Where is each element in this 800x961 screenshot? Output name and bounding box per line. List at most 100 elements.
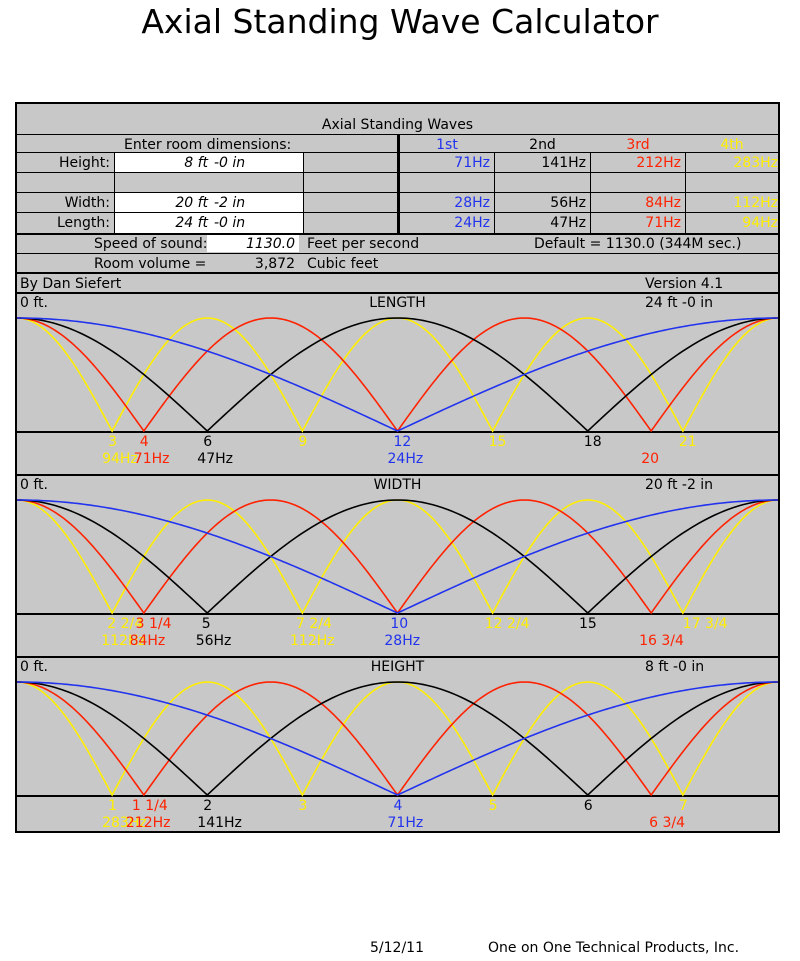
node-position-label: 4 <box>393 798 403 814</box>
node-frequency-label: 141Hz <box>197 815 242 831</box>
width-label: Width: <box>64 195 110 211</box>
volume-label: Room volume = <box>94 256 207 272</box>
header-2nd: 2nd <box>529 137 556 153</box>
panel-title: HEIGHT <box>370 659 425 675</box>
length-in-input[interactable]: -0 in <box>214 215 246 231</box>
node-frequency-label: 212Hz <box>125 815 171 831</box>
footer-company: One on One Technical Products, Inc. <box>488 940 740 956</box>
width-ft-input[interactable]: 20 ft <box>175 195 208 211</box>
panel-divider <box>17 292 778 294</box>
version: Version 4.1 <box>645 276 724 292</box>
height-freq-2: 141Hz <box>541 155 586 171</box>
speed-label: Speed of sound: <box>94 236 208 252</box>
node-frequency-label: 28Hz <box>384 633 421 649</box>
panel-divider <box>17 656 778 658</box>
node-frequency-label: 112Hz <box>290 633 335 649</box>
header-4th: 4th <box>720 137 744 153</box>
node-position-label: 21 <box>678 434 697 450</box>
speed-unit: Feet per second <box>307 236 420 252</box>
node-frequency-label: 16 3/4 <box>639 633 684 649</box>
node-position-label: 18 <box>583 434 602 450</box>
header-1st: 1st <box>436 137 458 153</box>
length-ft-input[interactable]: 24 ft <box>175 215 208 231</box>
enter-dimensions-label: Enter room dimensions: <box>124 137 292 153</box>
node-position-label: 2 <box>203 798 213 814</box>
speed-input[interactable]: 1130.0 <box>246 236 295 252</box>
panel-title: WIDTH <box>373 477 422 493</box>
node-position-label: 3 1/4 <box>135 616 172 632</box>
node-frequency-label: 94Hz <box>102 451 138 467</box>
node-position-label: 3 <box>108 434 118 450</box>
height-freq-1: 71Hz <box>454 155 490 171</box>
node-frequency-label: 71Hz <box>133 451 170 467</box>
node-position-label: 7 2/4 <box>296 616 332 632</box>
calculator-sheet: Axial Standing Waves Enter room dimensio… <box>15 102 780 833</box>
wave-h1 <box>16 681 779 796</box>
length-freq-3: 71Hz <box>645 215 681 231</box>
node-position-label: 1 1/4 <box>131 798 168 814</box>
node-position-label: 12 2/4 <box>484 616 530 632</box>
height-ft-input[interactable]: 8 ft <box>184 155 208 171</box>
node-frequency-label: 84Hz <box>129 633 166 649</box>
node-position-label: 3 <box>298 798 308 814</box>
volume-value: 3,872 <box>254 256 295 272</box>
width-freq-1: 28Hz <box>454 195 490 211</box>
panel-end-label: 8 ft -0 in <box>645 659 705 675</box>
length-label: Length: <box>56 215 110 231</box>
panel-start-label: 0 ft. <box>20 295 48 311</box>
length-freq-2: 47Hz <box>550 215 586 231</box>
panel-divider <box>17 474 778 476</box>
length-freq-1: 24Hz <box>454 215 490 231</box>
wave-chart <box>16 317 779 433</box>
node-position-label: 5 <box>488 798 498 814</box>
wave-h1 <box>16 499 779 614</box>
node-frequency-label: 20 <box>641 451 660 467</box>
node-frequency-label: 47Hz <box>197 451 233 467</box>
panel-title: LENGTH <box>369 295 426 311</box>
footer-date: 5/12/11 <box>370 940 424 956</box>
node-frequency-label: 6 3/4 <box>649 815 685 831</box>
width-freq-2: 56Hz <box>550 195 586 211</box>
header-3rd: 3rd <box>626 137 650 153</box>
node-position-label: 17 3/4 <box>682 616 728 632</box>
node-position-label: 4 <box>139 434 149 450</box>
author: By Dan Siefert <box>20 276 122 292</box>
height-in-input[interactable]: -0 in <box>214 155 246 171</box>
node-frequency-label: 283Hz <box>102 815 147 831</box>
width-length-input-bg[interactable] <box>114 192 303 234</box>
wave-h3 <box>16 317 779 433</box>
node-position-label: 2 2/4 <box>107 616 144 632</box>
volume-unit: Cubic feet <box>307 256 379 272</box>
page-title: Axial Standing Wave Calculator <box>141 2 659 41</box>
wave-chart <box>16 499 779 615</box>
default-note: Default = 1130.0 (344M sec.) <box>534 236 742 252</box>
height-freq-3: 212Hz <box>636 155 681 171</box>
node-position-label: 15 <box>579 616 597 632</box>
wave-h2 <box>16 499 779 615</box>
width-in-input[interactable]: -2 in <box>214 195 246 211</box>
panel-end-label: 20 ft -2 in <box>645 477 714 493</box>
panel-start-label: 0 ft. <box>20 477 48 493</box>
node-frequency-label: 112Hz <box>101 633 146 649</box>
speed-input-bg[interactable] <box>207 235 299 252</box>
height-input-bg[interactable] <box>114 152 303 172</box>
wave-chart <box>16 681 779 797</box>
table-heading: Axial Standing Waves <box>321 117 474 133</box>
length-freq-4: 94Hz <box>742 215 778 231</box>
height-label: Height: <box>59 155 110 171</box>
node-position-label: 10 <box>390 616 409 632</box>
wave-h3 <box>16 681 779 797</box>
node-position-label: 6 <box>583 798 593 814</box>
panel-start-label: 0 ft. <box>20 659 48 675</box>
node-position-label: 9 <box>298 434 308 450</box>
node-position-label: 7 <box>678 798 688 814</box>
node-position-label: 1 <box>108 798 118 814</box>
node-position-label: 5 <box>201 616 211 632</box>
width-freq-3: 84Hz <box>645 195 681 211</box>
wave-h3 <box>16 499 779 615</box>
wave-h1 <box>16 317 779 432</box>
node-frequency-label: 71Hz <box>387 815 424 831</box>
height-freq-4: 283Hz <box>733 155 778 171</box>
panel-end-label: 24 ft -0 in <box>645 295 714 311</box>
node-position-label: 12 <box>393 434 412 450</box>
